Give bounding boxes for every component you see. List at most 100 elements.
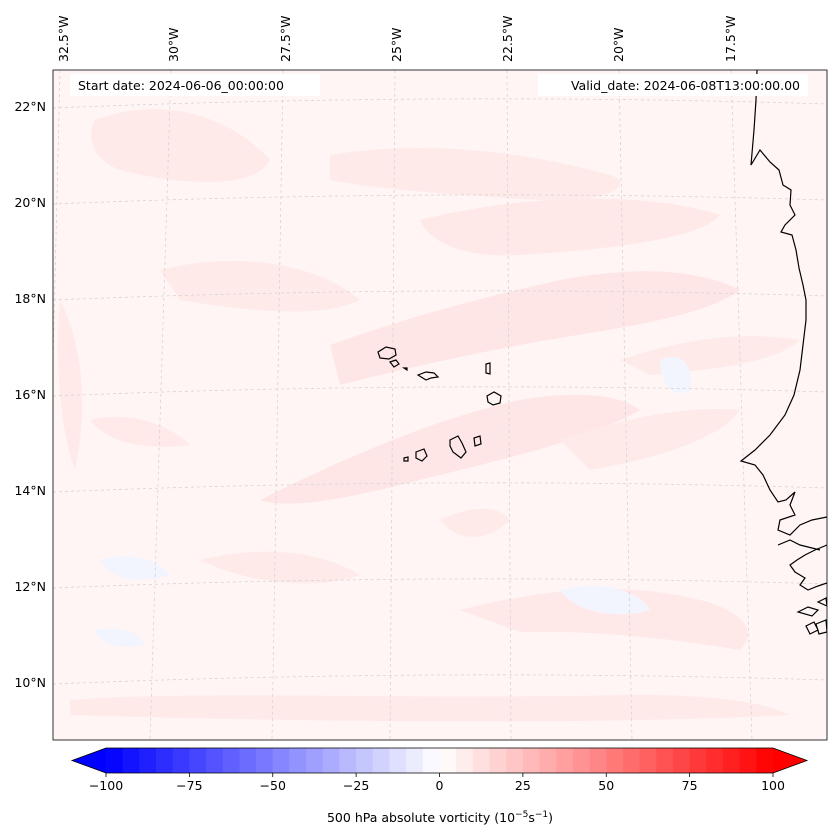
colorbar-segment <box>189 748 207 773</box>
vorticity-negative-patch <box>100 555 170 580</box>
vorticity-negative-patch <box>660 356 691 394</box>
vorticity-band <box>460 589 748 650</box>
vorticity-band <box>58 300 83 470</box>
colorbar-segment <box>356 748 374 773</box>
colorbar-ticks: −100 −75 −50 −25 0 25 50 75 100 <box>89 773 785 793</box>
colorbar-tick-label: −75 <box>176 778 202 793</box>
vorticity-band <box>160 261 360 312</box>
colorbar-segment <box>622 748 640 773</box>
vorticity-band <box>440 508 510 537</box>
colorbar-segment <box>506 748 524 773</box>
colorbar-segment <box>272 748 290 773</box>
start-date-label: Start date: 2024-06-06_00:00:00 <box>78 78 284 93</box>
valid-date-box <box>538 74 808 96</box>
vorticity-band <box>420 198 720 256</box>
latitude-labels: 22°N 20°N 18°N 16°N 14°N 12°N 10°N <box>14 99 46 690</box>
vorticity-band <box>91 109 270 182</box>
island-maio <box>473 435 482 447</box>
colorbar-segment <box>539 748 557 773</box>
lat-label: 10°N <box>14 675 46 690</box>
cape-verde-islands <box>377 346 502 462</box>
longitude-labels: 32.5°W 30°W 27.5°W 25°W 22.5°W 20°W 17.5… <box>56 16 738 62</box>
lon-label: 25°W <box>389 27 404 62</box>
colorbar-label: 500 hPa absolute vorticity (10−5s−1) <box>327 810 553 825</box>
colorbar-segment <box>606 748 624 773</box>
colorbar-tick-label: −25 <box>343 778 369 793</box>
colorbar-segment <box>239 748 257 773</box>
lat-label: 22°N <box>14 99 46 114</box>
colorbar-segment <box>206 748 224 773</box>
colorbar-tick-label: 0 <box>436 778 444 793</box>
lat-label: 14°N <box>14 483 46 498</box>
colorbar-segment <box>656 748 674 773</box>
colorbar-segment <box>472 748 490 773</box>
colorbar-segment <box>522 748 540 773</box>
colorbar-segment <box>106 748 124 773</box>
colorbar-segment <box>389 748 407 773</box>
colorbar-max-extend <box>773 748 807 773</box>
island-brava <box>403 456 409 462</box>
colorbar-segment <box>672 748 691 773</box>
colorbar-segment <box>589 748 607 773</box>
colorbar-tick-label: 25 <box>515 778 531 793</box>
lat-label: 16°N <box>14 387 46 402</box>
vorticity-band <box>90 416 190 447</box>
colorbar-tick-label: 50 <box>598 778 614 793</box>
colorbar-segments <box>106 748 774 773</box>
colorbar-segment <box>406 748 424 773</box>
vorticity-band <box>330 271 740 385</box>
colorbar-segment <box>639 748 657 773</box>
vorticity-band <box>200 551 360 584</box>
colorbar-segment <box>572 748 590 773</box>
colorbar-segment <box>439 748 457 773</box>
colorbar-segment <box>156 748 174 773</box>
lon-label: 17.5°W <box>723 16 738 62</box>
colorbar-segment <box>139 748 157 773</box>
colorbar-segment <box>339 748 357 773</box>
colorbar-segment <box>122 748 140 773</box>
lon-label: 27.5°W <box>278 16 293 62</box>
lon-label: 22.5°W <box>500 16 515 62</box>
vorticity-negative-patch <box>560 586 650 615</box>
vorticity-negative-patch <box>95 628 145 647</box>
island-santo-antao <box>377 346 397 360</box>
colorbar: −100 −75 −50 −25 0 25 50 75 100 500 hPa absolute… <box>70 747 809 825</box>
colorbar-segment <box>689 748 707 773</box>
parallel-gridlines <box>53 98 827 685</box>
bijagos-coast <box>796 597 827 635</box>
island-sao-nicolau <box>416 371 440 381</box>
island-sao-vicente <box>388 359 400 368</box>
vorticity-band <box>70 694 790 722</box>
colorbar-tick-label: −50 <box>260 778 286 793</box>
africa-coastline <box>739 70 827 536</box>
island-fogo <box>415 448 428 462</box>
africa-coastline-south <box>789 544 827 591</box>
meridian-gridlines <box>53 70 753 740</box>
vorticity-band <box>260 394 640 504</box>
colorbar-segment <box>322 748 340 773</box>
lon-label: 20°W <box>611 27 626 62</box>
valid-date-label: Valid_date: 2024-06-08T13:00:00.00 <box>571 78 800 93</box>
vorticity-band <box>330 147 621 201</box>
colorbar-segment <box>422 748 440 773</box>
colorbar-segment <box>306 748 324 773</box>
colorbar-segment <box>722 748 741 773</box>
colorbar-tick-label: −100 <box>89 778 123 793</box>
colorbar-min-extend <box>72 748 106 773</box>
vorticity-field <box>53 70 827 740</box>
island-sal <box>485 362 491 375</box>
colorbar-segment <box>706 748 724 773</box>
lat-label: 12°N <box>14 579 46 594</box>
island-boa-vista <box>486 391 502 406</box>
colorbar-tick-label: 75 <box>682 778 698 793</box>
colorbar-segment <box>256 748 274 773</box>
colorbar-segment <box>756 748 774 773</box>
colorbar-segment <box>556 748 574 773</box>
map-frame <box>52 69 828 741</box>
vorticity-band <box>560 409 740 470</box>
colorbar-segment <box>456 748 474 773</box>
colorbar-segment <box>739 748 757 773</box>
lon-label: 32.5°W <box>56 16 71 62</box>
colorbar-tick-label: 100 <box>761 778 785 793</box>
